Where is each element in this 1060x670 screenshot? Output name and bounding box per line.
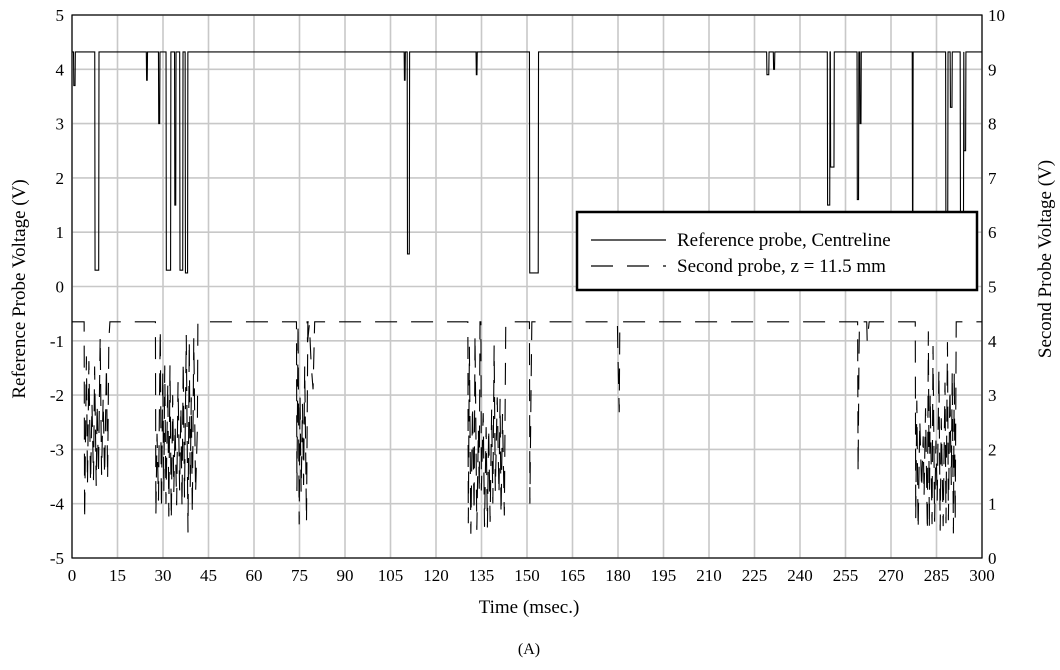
x-tick-label: 135 <box>469 566 495 585</box>
x-tick-label: 90 <box>337 566 354 585</box>
x-tick-label: 165 <box>560 566 586 585</box>
y2-tick-label: 7 <box>988 169 997 188</box>
y-tick-label: -2 <box>50 386 64 405</box>
x-tick-label: 75 <box>291 566 308 585</box>
y2-tick-label: 0 <box>988 549 997 568</box>
y2-tick-label: 1 <box>988 495 997 514</box>
y-tick-label: -3 <box>50 440 64 459</box>
y-tick-label: -4 <box>50 495 65 514</box>
y-tick-label: -5 <box>50 549 64 568</box>
x-tick-label: 0 <box>68 566 77 585</box>
x-tick-label: 180 <box>605 566 631 585</box>
x-tick-label: 255 <box>833 566 859 585</box>
x-tick-label: 300 <box>969 566 995 585</box>
legend-label-reference: Reference probe, Centreline <box>677 230 891 251</box>
x-tick-label: 225 <box>742 566 768 585</box>
y2-axis-title: Second Probe Voltage (V) <box>1035 160 1056 358</box>
x-tick-label: 285 <box>924 566 950 585</box>
x-tick-label: 270 <box>878 566 904 585</box>
x-tick-label: 120 <box>423 566 449 585</box>
legend: Reference probe, Centreline Second probe… <box>575 210 979 292</box>
x-tick-label: 15 <box>109 566 126 585</box>
legend-label-second: Second probe, z = 11.5 mm <box>677 256 886 277</box>
y-tick-label: 3 <box>56 115 65 134</box>
series-second-probe-line <box>72 321 982 534</box>
y-axis-title: Reference Probe Voltage (V) <box>9 179 30 398</box>
x-tick-label: 60 <box>246 566 263 585</box>
y-tick-label: 5 <box>56 6 65 25</box>
series-reference-probe-line <box>72 51 982 274</box>
y-tick-label: 4 <box>56 60 65 79</box>
y-tick-label: 0 <box>56 278 65 297</box>
y-tick-label: 1 <box>56 223 65 242</box>
x-tick-label: 150 <box>514 566 540 585</box>
y-tick-label: 2 <box>56 169 65 188</box>
y-tick-label: -1 <box>50 332 64 351</box>
series-layer <box>72 51 982 534</box>
x-tick-label: 240 <box>787 566 813 585</box>
tick-labels: 0 15 30 45 60 75 90 105 120 135 150 165 180 195 210 225… <box>50 6 1005 585</box>
y2-tick-label: 2 <box>988 440 997 459</box>
x-tick-label: 210 <box>696 566 722 585</box>
y2-tick-label: 3 <box>988 386 997 405</box>
plot-frame <box>71 14 983 559</box>
x-tick-label: 30 <box>155 566 172 585</box>
y2-tick-label: 5 <box>988 278 997 297</box>
x-tick-label: 105 <box>378 566 404 585</box>
y2-tick-label: 4 <box>988 332 997 351</box>
x-tick-label: 45 <box>200 566 217 585</box>
x-axis-title: Time (msec.) <box>479 597 580 618</box>
y2-tick-label: 9 <box>988 60 997 79</box>
y2-tick-label: 6 <box>988 223 997 242</box>
legend-box <box>575 210 979 292</box>
y2-tick-label: 8 <box>988 115 997 134</box>
y2-tick-label: 10 <box>988 6 1005 25</box>
x-tick-label: 195 <box>651 566 677 585</box>
figure-caption: (A) <box>518 641 540 658</box>
